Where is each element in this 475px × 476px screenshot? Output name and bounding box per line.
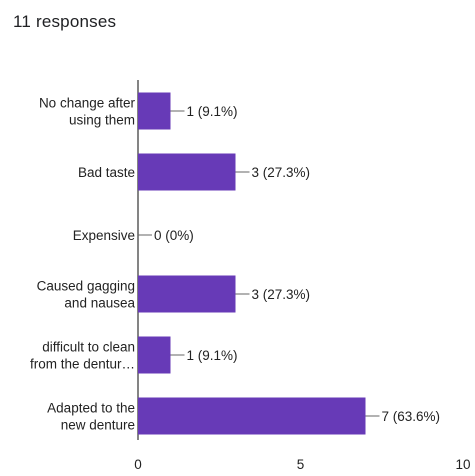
value-label: 1 (9.1%) bbox=[187, 104, 238, 119]
bar[interactable] bbox=[138, 153, 236, 191]
x-tick-label: 0 bbox=[134, 457, 142, 472]
category-label-line: Expensive bbox=[73, 228, 135, 243]
category-label-line: from the dentur… bbox=[30, 357, 135, 372]
value-label: 7 (63.6%) bbox=[382, 409, 441, 424]
category-label: Adapted to the new denture bbox=[47, 401, 135, 433]
bar[interactable] bbox=[138, 336, 171, 374]
category-label: No change after using them bbox=[39, 96, 136, 128]
category-label: Expensive bbox=[73, 228, 135, 243]
category-label: Caused gagging and nausea bbox=[37, 279, 136, 311]
x-tick-label: 10 bbox=[455, 457, 470, 472]
category-label-line: No change after bbox=[39, 96, 136, 111]
category-label-line: using them bbox=[69, 113, 135, 128]
bar[interactable] bbox=[138, 92, 171, 130]
bar[interactable] bbox=[138, 275, 236, 313]
value-label: 3 (27.3%) bbox=[252, 165, 311, 180]
bar[interactable] bbox=[138, 397, 366, 435]
category-label-line: Adapted to the bbox=[47, 401, 135, 416]
category-label-line: difficult to clean bbox=[42, 340, 135, 355]
category-label: Bad taste bbox=[78, 165, 135, 180]
category-label-line: new denture bbox=[61, 418, 135, 433]
value-label: 3 (27.3%) bbox=[252, 287, 311, 302]
category-label: difficult to clean from the dentur… bbox=[30, 340, 135, 372]
value-label: 1 (9.1%) bbox=[187, 348, 238, 363]
category-label-line: Caused gagging bbox=[37, 279, 135, 294]
category-label-line: and nausea bbox=[64, 296, 135, 311]
x-tick-label: 5 bbox=[297, 457, 305, 472]
value-label: 0 (0%) bbox=[154, 228, 194, 243]
category-label-line: Bad taste bbox=[78, 165, 135, 180]
responses-count: 11 responses bbox=[13, 12, 117, 31]
